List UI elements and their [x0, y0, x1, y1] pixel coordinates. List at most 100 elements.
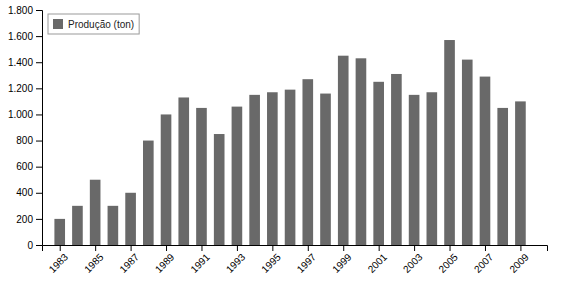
chart: 1983198519871989199119931995199719992001…: [0, 0, 561, 289]
x-tick: 2003: [401, 245, 425, 275]
y-tick: 1.200: [8, 83, 42, 94]
x-tick: 1983: [47, 245, 71, 275]
y-tick: 800: [16, 135, 42, 146]
x-axis-line: [43, 246, 548, 252]
x-tick-label: 2003: [401, 251, 425, 275]
y-tick: 1.800: [8, 5, 42, 16]
y-tick-label: 400: [16, 187, 33, 198]
bar: [497, 108, 508, 245]
x-tick-mark: [308, 245, 309, 251]
y-tick-mark: [36, 245, 42, 246]
x-tick-label: 1989: [153, 251, 177, 275]
x-tick: 2009: [507, 245, 531, 275]
bar: [267, 92, 278, 245]
y-axis-line: [36, 11, 43, 246]
x-tick-label: 1987: [117, 251, 141, 275]
y-tick-mark: [36, 141, 42, 142]
x-tick-label: 2009: [507, 251, 531, 275]
x-tick-mark: [166, 245, 167, 251]
bar: [196, 108, 207, 245]
x-tick-label: 1985: [82, 251, 106, 275]
bar: [285, 90, 296, 245]
y-tick: 600: [16, 161, 42, 172]
x-tick: 1985: [82, 245, 106, 275]
x-tick-label: 2007: [472, 251, 496, 275]
bars: [54, 40, 525, 245]
x-tick-label: 1997: [295, 251, 319, 275]
bar: [373, 82, 384, 245]
bar: [232, 107, 243, 245]
x-tick-mark: [60, 245, 61, 251]
x-tick-mark: [95, 245, 96, 251]
x-tick-mark: [450, 245, 451, 251]
bar: [54, 219, 65, 245]
y-tick-mark: [36, 114, 42, 115]
bar: [480, 77, 491, 245]
y-tick-label: 800: [16, 135, 33, 146]
y-tick: 1.600: [8, 31, 42, 42]
legend-box: [48, 14, 139, 34]
y-tick: 1.400: [8, 57, 42, 68]
bar: [409, 95, 420, 245]
x-tick-label: 2001: [366, 251, 390, 275]
x-tick-label: 2005: [436, 251, 460, 275]
x-tick: 1999: [330, 245, 354, 275]
y-tick-mark: [36, 62, 42, 63]
x-tick-mark: [520, 245, 521, 251]
bar: [462, 60, 473, 245]
y-tick-mark: [36, 10, 42, 11]
x-tick: 1995: [259, 245, 283, 275]
bar: [161, 114, 172, 245]
y-tick-label: 1.800: [8, 5, 33, 16]
bar: [90, 180, 101, 245]
y-axis: 0 200 400 600 800 1.000 1.200 1.400 1.600 1.800: [8, 5, 43, 251]
bar: [320, 94, 331, 245]
x-tick-mark: [379, 245, 380, 251]
x-tick: 1987: [117, 245, 141, 275]
y-tick-mark: [36, 193, 42, 194]
legend-item: Produção (ton): [53, 19, 134, 30]
y-tick-label: 1.200: [8, 83, 33, 94]
x-tick-label: 1995: [259, 251, 283, 275]
y-tick: 0: [27, 240, 42, 251]
y-tick-mark: [36, 167, 42, 168]
x-tick-mark: [131, 245, 132, 251]
bar: [444, 40, 455, 245]
bar: [143, 141, 154, 245]
bar: [214, 134, 225, 245]
bar: [108, 206, 119, 245]
x-tick-mark: [201, 245, 202, 251]
y-tick: 1.000: [8, 109, 42, 120]
y-tick-label: 1.000: [8, 109, 33, 120]
bar: [178, 97, 189, 245]
x-tick-mark: [343, 245, 344, 251]
legend-label: Produção (ton): [68, 19, 134, 30]
x-axis: 1983198519871989199119931995199719992001…: [43, 245, 548, 275]
x-tick: 2007: [472, 245, 496, 275]
bar: [249, 95, 260, 245]
bar: [338, 56, 349, 245]
x-tick: 1997: [295, 245, 319, 275]
bar: [391, 74, 402, 245]
bar: [515, 101, 526, 245]
y-tick-label: 600: [16, 161, 33, 172]
legend: Produção (ton): [48, 14, 139, 34]
legend-swatch: [53, 19, 63, 29]
y-tick-label: 200: [16, 214, 33, 225]
x-tick-mark: [485, 245, 486, 251]
x-tick-mark: [237, 245, 238, 251]
y-tick: 400: [16, 187, 42, 198]
bar: [72, 206, 83, 245]
bar: [302, 79, 313, 245]
plot: 1983198519871989199119931995199719992001…: [8, 5, 548, 275]
bar: [125, 193, 136, 245]
x-tick: 2001: [366, 245, 390, 275]
x-tick: 1989: [153, 245, 177, 275]
x-tick-mark: [272, 245, 273, 251]
x-tick-label: 1991: [188, 251, 212, 275]
y-tick-label: 0: [27, 240, 33, 251]
bar: [356, 58, 367, 245]
y-tick-mark: [36, 88, 42, 89]
x-tick: 1991: [188, 245, 212, 275]
y-tick-label: 1.400: [8, 57, 33, 68]
